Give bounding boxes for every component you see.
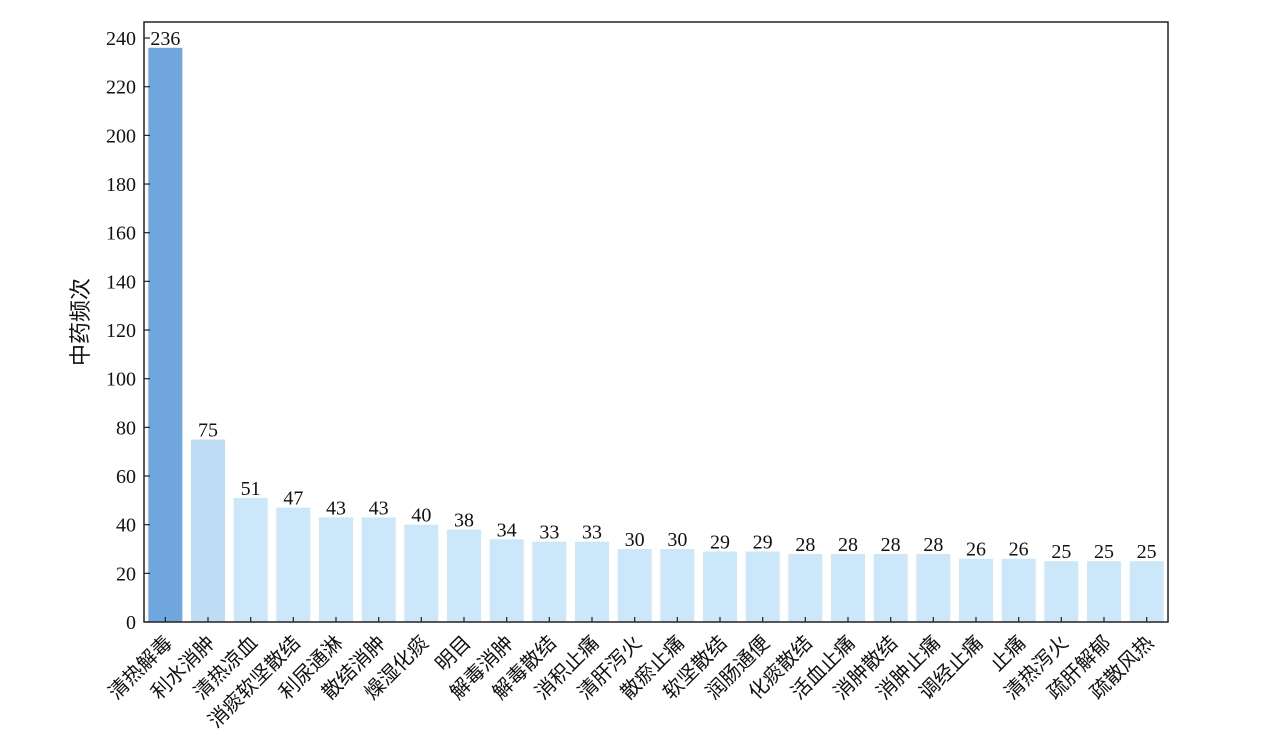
y-tick-label: 220 xyxy=(106,77,136,99)
y-tick-label: 40 xyxy=(116,515,136,537)
data-label: 43 xyxy=(369,497,389,519)
y-tick-label: 120 xyxy=(106,320,136,342)
bar xyxy=(276,507,311,622)
y-axis-label: 中药频次 xyxy=(68,278,93,366)
y-tick-label: 160 xyxy=(106,223,136,245)
data-label: 33 xyxy=(582,522,602,544)
bar xyxy=(1129,561,1164,622)
bar xyxy=(319,517,353,622)
data-label: 43 xyxy=(326,497,346,519)
y-tick-label: 180 xyxy=(106,174,136,196)
data-label: 51 xyxy=(241,478,261,500)
bar xyxy=(873,553,908,622)
bar xyxy=(660,549,695,622)
bar xyxy=(959,558,993,622)
y-tick-label: 100 xyxy=(106,369,136,391)
bar xyxy=(148,47,183,622)
bar xyxy=(447,529,481,622)
bar xyxy=(703,551,737,622)
bar xyxy=(745,551,780,622)
data-label: 30 xyxy=(667,529,687,551)
data-label: 236 xyxy=(150,28,180,50)
bar xyxy=(1087,561,1121,622)
bar xyxy=(233,497,268,622)
y-tick-label: 0 xyxy=(126,612,136,634)
y-tick-label: 80 xyxy=(116,417,136,439)
data-label: 28 xyxy=(881,534,901,556)
plot-frame xyxy=(143,21,1169,623)
data-label: 75 xyxy=(198,420,218,442)
data-label: 34 xyxy=(497,519,517,541)
y-tick-label: 60 xyxy=(116,466,136,488)
bar xyxy=(916,553,951,622)
data-label: 29 xyxy=(753,531,773,553)
bar xyxy=(831,553,865,622)
y-tick-label: 20 xyxy=(116,563,136,585)
data-label: 26 xyxy=(966,539,986,561)
data-label: 25 xyxy=(1094,541,1114,563)
y-tick-label: 140 xyxy=(106,271,136,293)
y-tick-label: 200 xyxy=(106,125,136,147)
bar xyxy=(532,541,567,622)
y-tick-label: 240 xyxy=(106,28,136,50)
data-label: 47 xyxy=(283,488,303,510)
bar xyxy=(1044,561,1079,622)
data-label: 33 xyxy=(539,522,559,544)
data-label: 29 xyxy=(710,531,730,553)
data-label: 30 xyxy=(625,529,645,551)
bar xyxy=(404,524,439,622)
bar xyxy=(575,541,609,622)
data-label: 25 xyxy=(1137,541,1157,563)
data-label: 40 xyxy=(411,505,431,527)
bar xyxy=(489,539,524,622)
data-label: 28 xyxy=(923,534,943,556)
bar xyxy=(1001,558,1036,622)
data-label: 26 xyxy=(1009,539,1029,561)
data-label: 25 xyxy=(1051,541,1071,563)
bar xyxy=(617,549,652,622)
bar xyxy=(788,553,823,622)
bar xyxy=(191,439,225,622)
data-label: 28 xyxy=(838,534,858,556)
data-label: 38 xyxy=(454,510,474,532)
data-label: 28 xyxy=(795,534,815,556)
bar xyxy=(361,517,396,622)
